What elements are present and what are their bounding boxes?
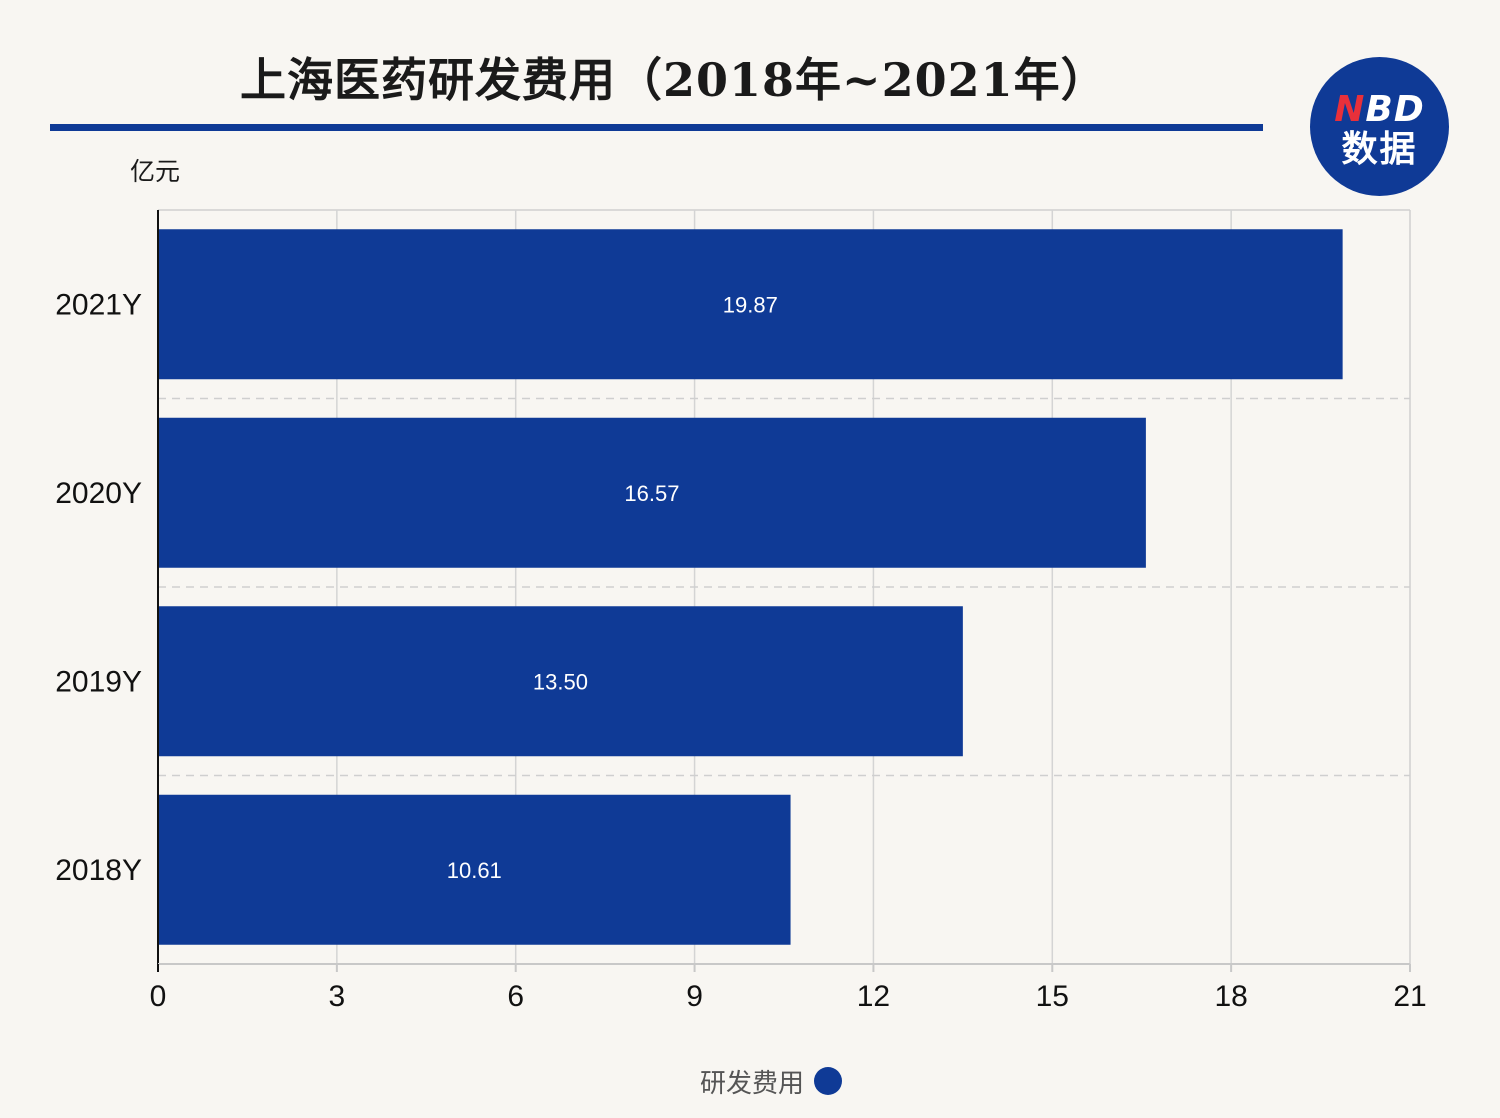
y-tick-label: 2018Y [55, 854, 142, 887]
x-tick-label: 12 [857, 980, 890, 1013]
unit-label: 亿元 [130, 157, 181, 186]
x-tick-label: 6 [507, 980, 524, 1013]
legend-label: 研发费用 [700, 1068, 805, 1099]
legend: 研发费用 [700, 1064, 843, 1099]
bar [158, 229, 1343, 380]
x-tick-label: 3 [329, 980, 346, 1013]
bar-chart: 19.87 2021Y 16.57 2020Y 13.50 2019Y 10.61 2018Y… [55, 209, 1427, 1013]
bar [158, 794, 791, 945]
y-tick-label: 2019Y [55, 665, 142, 698]
y-tick-label: 2021Y [55, 288, 142, 321]
logo-top-text: NBD [1334, 88, 1425, 130]
y-tick-label: 2020Y [55, 477, 142, 510]
x-tick-label: 15 [1036, 980, 1069, 1013]
chart-title: 上海医药研发费用（2018年~2021年） [240, 53, 1108, 107]
bar-value-label: 10.61 [447, 858, 502, 883]
x-tick-label: 0 [150, 980, 167, 1013]
bar-value-label: 13.50 [533, 669, 588, 694]
legend-swatch [814, 1067, 843, 1095]
bar [158, 417, 1146, 568]
nbd-logo: NBD 数据 [1310, 57, 1449, 196]
bar-value-label: 16.57 [624, 481, 679, 506]
logo-bottom-text: 数据 [1341, 128, 1418, 170]
x-tick-label: 18 [1214, 980, 1247, 1013]
x-tick-label: 21 [1393, 980, 1426, 1013]
x-tick-label: 9 [686, 980, 703, 1013]
bar [158, 606, 963, 757]
bar-value-label: 19.87 [723, 292, 778, 317]
title-underline [50, 124, 1263, 131]
